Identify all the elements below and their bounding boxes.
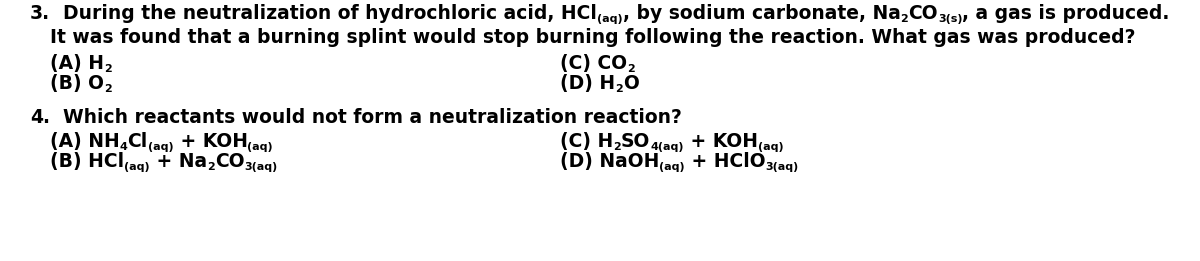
Text: 3(aq): 3(aq)	[766, 162, 799, 172]
Text: 2: 2	[628, 64, 635, 74]
Text: 3.: 3.	[30, 4, 50, 23]
Text: (A) NH: (A) NH	[50, 132, 120, 151]
Text: During the neutralization of hydrochloric acid, HCl: During the neutralization of hydrochlori…	[50, 4, 598, 23]
Text: It was found that a burning splint would stop burning following the reaction. Wh: It was found that a burning splint would…	[50, 28, 1135, 47]
Text: 3(s): 3(s)	[938, 14, 962, 24]
Text: (aq): (aq)	[659, 162, 685, 172]
Text: 2: 2	[104, 64, 112, 74]
Text: 2: 2	[616, 84, 623, 94]
Text: 2: 2	[206, 162, 215, 172]
Text: (aq): (aq)	[148, 142, 174, 152]
Text: 2: 2	[900, 14, 908, 24]
Text: (D) H: (D) H	[560, 74, 616, 93]
Text: 3(aq): 3(aq)	[245, 162, 277, 172]
Text: (D) NaOH: (D) NaOH	[560, 152, 659, 171]
Text: (C) H: (C) H	[560, 132, 613, 151]
Text: O: O	[623, 74, 638, 93]
Text: (B) HCl: (B) HCl	[50, 152, 124, 171]
Text: Which reactants would not form a neutralization reaction?: Which reactants would not form a neutral…	[50, 108, 682, 127]
Text: (aq): (aq)	[247, 142, 274, 152]
Text: , a gas is produced.: , a gas is produced.	[962, 4, 1170, 23]
Text: + HClO: + HClO	[685, 152, 766, 171]
Text: SO: SO	[622, 132, 650, 151]
Text: 4.: 4.	[30, 108, 50, 127]
Text: (C) CO: (C) CO	[560, 54, 628, 73]
Text: + KOH: + KOH	[174, 132, 247, 151]
Text: + KOH: + KOH	[684, 132, 758, 151]
Text: CO: CO	[908, 4, 938, 23]
Text: CO: CO	[215, 152, 245, 171]
Text: (A) H: (A) H	[50, 54, 104, 73]
Text: 4: 4	[120, 142, 127, 152]
Text: Cl: Cl	[127, 132, 148, 151]
Text: (B) O: (B) O	[50, 74, 104, 93]
Text: 4(aq): 4(aq)	[650, 142, 684, 152]
Text: 2: 2	[104, 84, 112, 94]
Text: (aq): (aq)	[124, 162, 150, 172]
Text: + Na: + Na	[150, 152, 206, 171]
Text: , by sodium carbonate, Na: , by sodium carbonate, Na	[623, 4, 900, 23]
Text: 2: 2	[613, 142, 622, 152]
Text: (aq): (aq)	[598, 14, 623, 24]
Text: (aq): (aq)	[758, 142, 784, 152]
